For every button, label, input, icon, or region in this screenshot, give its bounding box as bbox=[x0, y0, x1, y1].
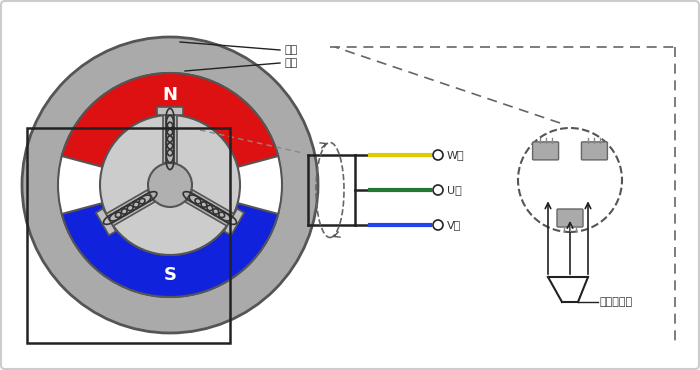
Polygon shape bbox=[96, 209, 116, 235]
Polygon shape bbox=[186, 190, 234, 226]
Polygon shape bbox=[157, 107, 183, 115]
Text: U相: U相 bbox=[447, 185, 462, 195]
FancyBboxPatch shape bbox=[533, 142, 559, 160]
Polygon shape bbox=[163, 115, 177, 163]
Circle shape bbox=[22, 37, 318, 333]
Polygon shape bbox=[106, 190, 155, 226]
Text: S: S bbox=[164, 266, 176, 284]
Circle shape bbox=[148, 163, 192, 207]
Text: 转子: 转子 bbox=[285, 45, 298, 55]
Text: N: N bbox=[162, 86, 178, 104]
Text: 位置传感器: 位置传感器 bbox=[600, 297, 633, 307]
Circle shape bbox=[433, 150, 443, 160]
Text: V相: V相 bbox=[447, 220, 461, 230]
Polygon shape bbox=[224, 209, 244, 235]
FancyBboxPatch shape bbox=[557, 209, 583, 227]
Wedge shape bbox=[62, 203, 278, 297]
FancyBboxPatch shape bbox=[582, 142, 608, 160]
Text: 定子: 定子 bbox=[285, 58, 298, 68]
Circle shape bbox=[433, 185, 443, 195]
Text: W相: W相 bbox=[447, 150, 465, 160]
Circle shape bbox=[100, 115, 240, 255]
Circle shape bbox=[433, 220, 443, 230]
Bar bbox=[27, 128, 230, 343]
Circle shape bbox=[58, 73, 282, 297]
Wedge shape bbox=[62, 73, 278, 167]
